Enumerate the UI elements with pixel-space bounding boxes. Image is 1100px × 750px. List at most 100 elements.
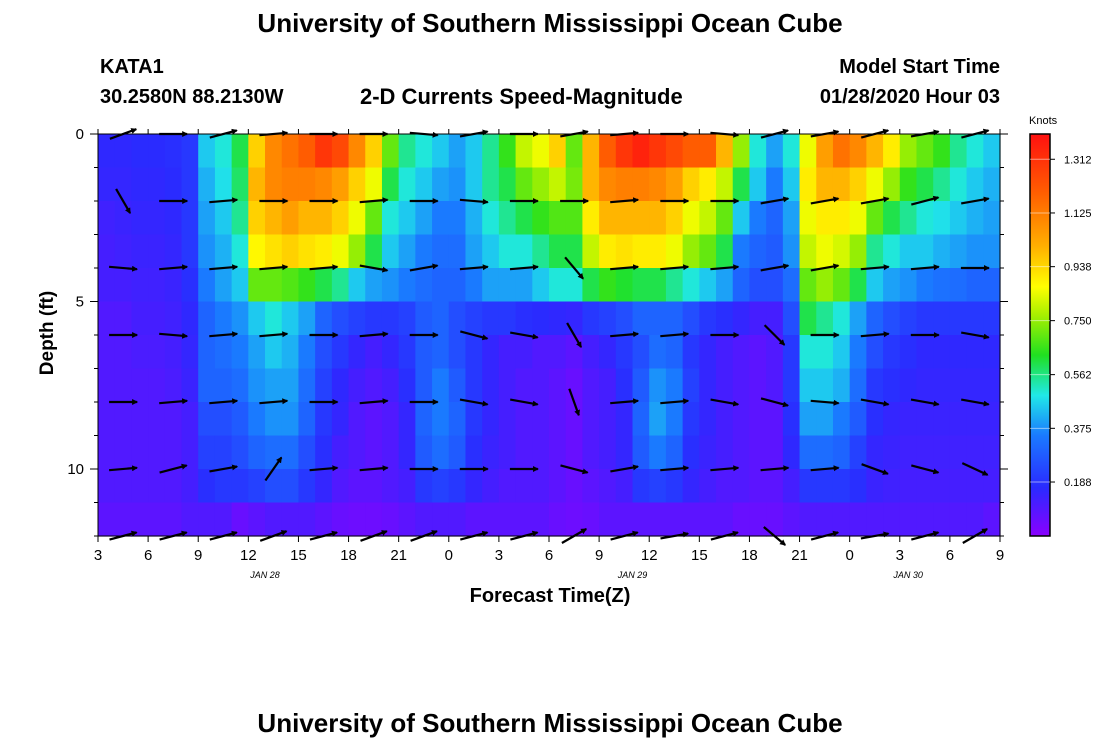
heatmap-cell [599,402,617,437]
heatmap-cell [498,201,517,236]
heatmap-cell [365,301,383,336]
heatmap-cell [749,167,767,202]
heatmap-cell [565,502,583,537]
heatmap-cell [348,368,366,403]
heatmap-cell [849,368,867,403]
heatmap-cell [181,234,199,269]
heatmap-cell [482,167,500,202]
heatmap-cell [866,368,884,403]
current-vector-arrow [259,264,289,271]
heatmap-cell [933,167,951,202]
heatmap-cell [816,301,834,336]
heatmap-cell [716,234,734,269]
heatmap-cell [615,268,634,303]
heatmap-cell [716,435,734,470]
heatmap-cell [148,469,166,504]
heatmap-cell [565,335,583,370]
heatmap-cell [816,335,834,370]
heatmap-cell [298,301,316,336]
heatmap-cell [365,335,383,370]
heatmap-cell [164,167,183,202]
heatmap-cell [381,201,400,236]
heatmap-cell [766,301,784,336]
heatmap-cell [148,435,166,470]
heatmap-cell [849,335,867,370]
colorbar-tick-label: 0.562 [1064,370,1092,382]
current-vector-arrow [409,263,439,272]
heatmap-cell [599,201,617,236]
heatmap-cell [164,502,183,537]
heatmap-cell [465,402,483,437]
heatmap-cell [883,301,901,336]
heatmap-cell [515,234,533,269]
heatmap-cell [231,402,249,437]
current-vector-arrow [660,465,690,472]
colorbar-tick-label: 0.750 [1064,316,1092,328]
heatmap-cell [565,234,583,269]
heatmap-cell [549,301,567,336]
heatmap-cell [315,469,333,504]
heatmap-cell [699,469,717,504]
heatmap-cell [749,402,767,437]
heatmap-cell [365,268,383,303]
heatmap-cell [866,268,884,303]
colorbar: Knots 1.312 1.125 0.938 0.750 0.562 0.375 0.18… [1029,115,1092,537]
model-start-label: Model Start Time [839,56,1000,78]
current-vector-arrow [509,264,539,271]
heatmap-cell [716,502,734,537]
heatmap-cell [114,368,132,403]
heatmap-cell [231,201,249,236]
heatmap-cell [331,167,350,202]
heatmap-cell [498,234,517,269]
heatmap-cell [565,167,583,202]
heatmap-cell [899,435,918,470]
heatmap-cell [699,201,717,236]
heatmap-cell [231,134,249,169]
heatmap-cell [799,435,817,470]
heatmap-cell [632,435,650,470]
heatmap-cell [465,201,483,236]
heatmap-cell [983,167,1001,202]
heatmap-cell [148,268,166,303]
x-tick-label: 18 [741,547,758,564]
heatmap-cell [883,502,901,537]
current-vector-arrow [660,264,690,271]
heatmap-cell [331,301,350,336]
heatmap-cell [415,201,433,236]
heatmap-cell [415,167,433,202]
x-tick-label: 15 [290,547,307,564]
heatmap-cell [281,167,300,202]
current-vector-arrow [710,465,740,472]
heatmap-cell [732,502,751,537]
heatmap-cell [498,435,517,470]
heatmap-cell [148,134,166,169]
heatmap-cell [214,268,233,303]
heatmap-cell [599,469,617,504]
heatmap-cell [966,201,984,236]
heatmap-cell [565,435,583,470]
heatmap-cell [649,167,667,202]
heatmap-cell [398,469,416,504]
heatmap-cell [699,502,717,537]
heatmap-cell [298,469,316,504]
heatmap-cell [899,502,918,537]
heatmap-cell [448,435,467,470]
heatmap-cell [716,268,734,303]
heatmap-cell [782,469,801,504]
heatmap-cell [849,134,867,169]
heatmap-cell [749,469,767,504]
x-date-label: JAN 28 [249,570,280,580]
heatmap-cell [465,469,483,504]
heatmap-cell [348,402,366,437]
heatmap-cell [198,335,216,370]
heatmap-cell [148,301,166,336]
heatmap-cell [549,234,567,269]
heatmap-cell [532,435,550,470]
heatmap-cell [515,368,533,403]
heatmap-cell [415,502,433,537]
heatmap-cell [933,201,951,236]
heatmap-cell [916,201,934,236]
heatmap-cell [749,268,767,303]
heatmap-cell [448,201,467,236]
heatmap-cell [298,268,316,303]
